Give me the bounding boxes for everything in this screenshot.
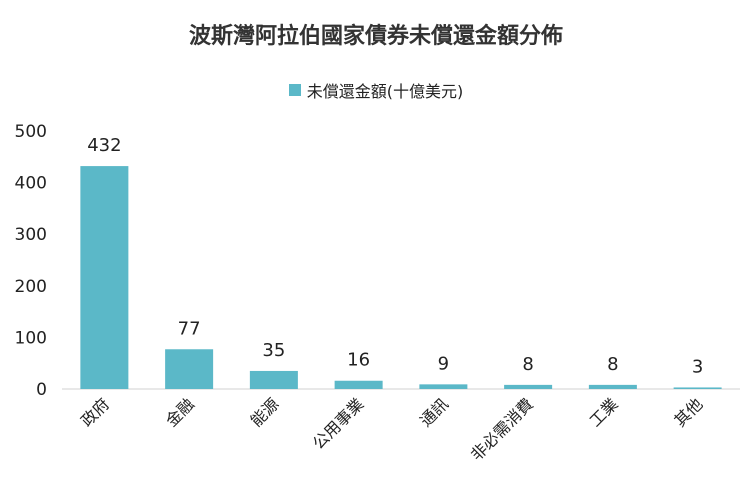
data-label: 9 <box>438 353 449 374</box>
legend: 未償還金額(十億美元) <box>0 78 752 102</box>
bar <box>249 370 298 389</box>
x-tick-label: 其他 <box>670 394 706 430</box>
data-label: 432 <box>87 135 121 156</box>
bar <box>673 387 722 389</box>
x-tick-label: 政府 <box>77 394 113 430</box>
data-labels: 432 77 35 16 9 8 8 3 <box>87 135 703 377</box>
legend-label: 未償還金額(十億美元) <box>306 82 464 101</box>
y-tick-label: 0 <box>36 380 47 400</box>
data-label: 35 <box>262 340 285 361</box>
bar <box>419 384 468 389</box>
bar <box>165 349 214 389</box>
y-tick-label: 400 <box>15 174 47 194</box>
y-tick-label: 300 <box>15 225 47 245</box>
x-tick-label: 能源 <box>247 394 283 430</box>
bar <box>588 384 637 389</box>
legend-swatch <box>288 84 301 96</box>
bar <box>334 380 383 389</box>
chart-title: 波斯灣阿拉伯國家債券未償還金額分佈 <box>188 24 563 49</box>
data-label: 16 <box>347 350 370 371</box>
data-label: 8 <box>522 354 533 375</box>
x-tick-label: 非必需消費 <box>467 394 537 464</box>
y-tick-label: 200 <box>15 277 47 297</box>
x-tick-label: 金融 <box>162 394 198 430</box>
bar <box>80 166 129 389</box>
axes: 0 100 200 300 400 500 <box>15 122 740 400</box>
data-label: 77 <box>178 318 201 339</box>
data-label: 3 <box>692 356 703 377</box>
bar <box>504 384 553 389</box>
data-label: 8 <box>607 354 618 375</box>
bars <box>80 166 722 389</box>
x-tick-labels: 政府 金融 能源 公用事業 通訊 非必需消費 工業 其他 <box>77 394 706 464</box>
y-tick-label: 100 <box>15 328 47 348</box>
x-tick-label: 通訊 <box>416 394 452 430</box>
x-tick-label: 工業 <box>586 394 622 430</box>
y-tick-label: 500 <box>15 122 47 142</box>
x-tick-label: 公用事業 <box>309 394 368 453</box>
